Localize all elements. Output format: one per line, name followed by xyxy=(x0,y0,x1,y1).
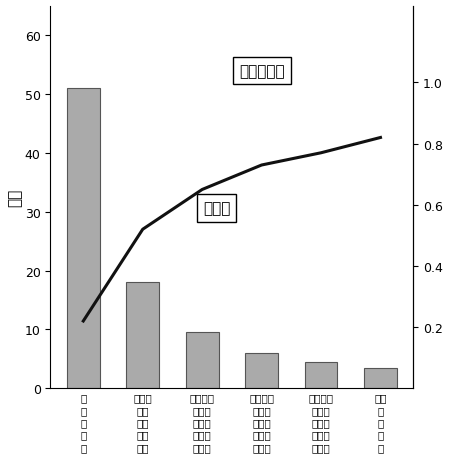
Bar xyxy=(186,333,219,388)
Bar xyxy=(126,283,159,388)
Text: 交付税: 交付税 xyxy=(203,201,230,216)
Text: 財政力指数: 財政力指数 xyxy=(239,64,285,78)
Bar xyxy=(67,89,99,388)
Bar xyxy=(305,362,338,388)
Y-axis label: 万円: 万円 xyxy=(7,189,22,207)
Bar xyxy=(245,353,278,388)
Bar xyxy=(364,368,397,388)
